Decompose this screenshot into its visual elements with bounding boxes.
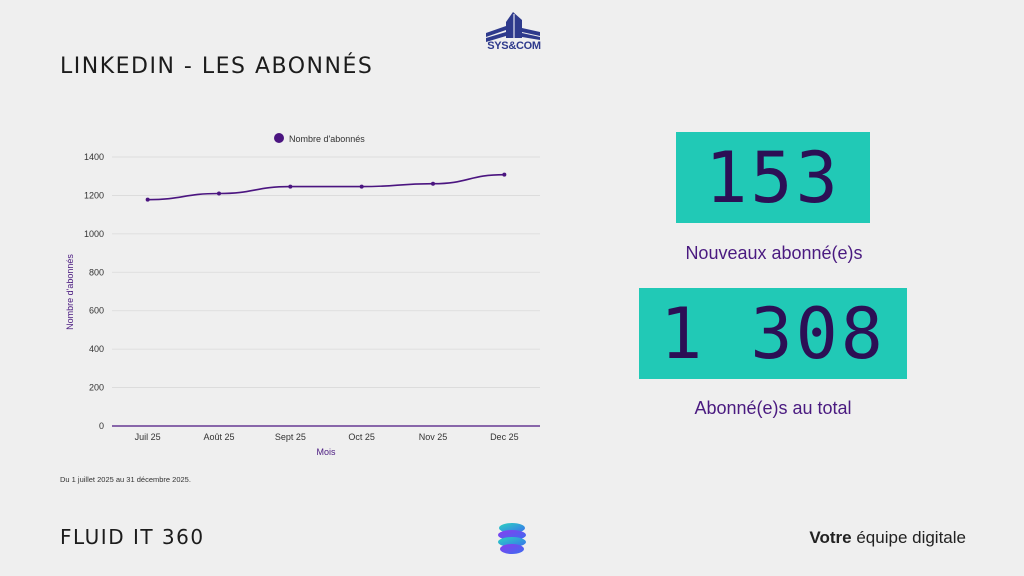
data-point xyxy=(359,184,364,189)
y-tick-label: 1000 xyxy=(84,229,104,239)
tagline: Votre équipe digitale xyxy=(809,528,966,548)
tagline-rest: équipe digitale xyxy=(851,528,966,547)
data-point xyxy=(288,184,293,189)
data-point xyxy=(502,172,507,177)
x-tick-label: Oct 25 xyxy=(348,432,375,442)
data-point xyxy=(431,181,435,186)
y-tick-label: 200 xyxy=(89,383,104,393)
y-axis-label: Nombre d'abonnés xyxy=(65,254,75,330)
brand-name: FLUID IT 360 xyxy=(60,525,205,549)
date-range-note: Du 1 juillet 2025 au 31 décembre 2025. xyxy=(60,475,191,484)
x-axis-label: Mois xyxy=(316,447,336,457)
new-subscribers-value: 153 xyxy=(705,136,841,219)
x-tick-label: Sept 25 xyxy=(275,432,306,442)
total-subscribers-box: 1 308 xyxy=(639,288,907,379)
x-tick-label: Juil 25 xyxy=(135,432,161,442)
legend-label: Nombre d'abonnés xyxy=(289,134,365,144)
page-title: LINKEDIN - LES ABONNÉS xyxy=(60,54,374,79)
data-point xyxy=(145,197,150,202)
series-line-nombre-abonnes xyxy=(147,173,505,201)
new-subscribers-label: Nouveaux abonné(e)s xyxy=(685,243,863,263)
y-tick-label: 1400 xyxy=(84,152,104,162)
x-tick-label: Août 25 xyxy=(203,432,234,442)
legend-marker xyxy=(274,133,284,143)
total-subscribers-value: 1 308 xyxy=(660,292,886,375)
new-subscribers-box: 153 xyxy=(676,132,870,223)
y-tick-label: 600 xyxy=(89,306,104,316)
logo-text: SYS&COM xyxy=(487,40,541,52)
y-tick-label: 1200 xyxy=(84,190,104,200)
tagline-bold: Votre xyxy=(809,528,852,547)
y-tick-label: 800 xyxy=(89,267,104,277)
x-tick-label: Dec 25 xyxy=(490,432,519,442)
sys-com-logo-icon xyxy=(486,12,540,42)
data-point xyxy=(217,191,221,196)
y-tick-label: 0 xyxy=(99,421,104,431)
total-subscribers-label: Abonné(e)s au total xyxy=(694,398,852,418)
x-tick-label: Nov 25 xyxy=(419,432,448,442)
subscribers-line-chart: 0 200 400 600 800 1000 1200 1400 Juil 25 Août 25… xyxy=(65,133,540,457)
y-tick-label: 400 xyxy=(89,344,104,354)
fluid-it-logo-icon xyxy=(498,523,526,554)
